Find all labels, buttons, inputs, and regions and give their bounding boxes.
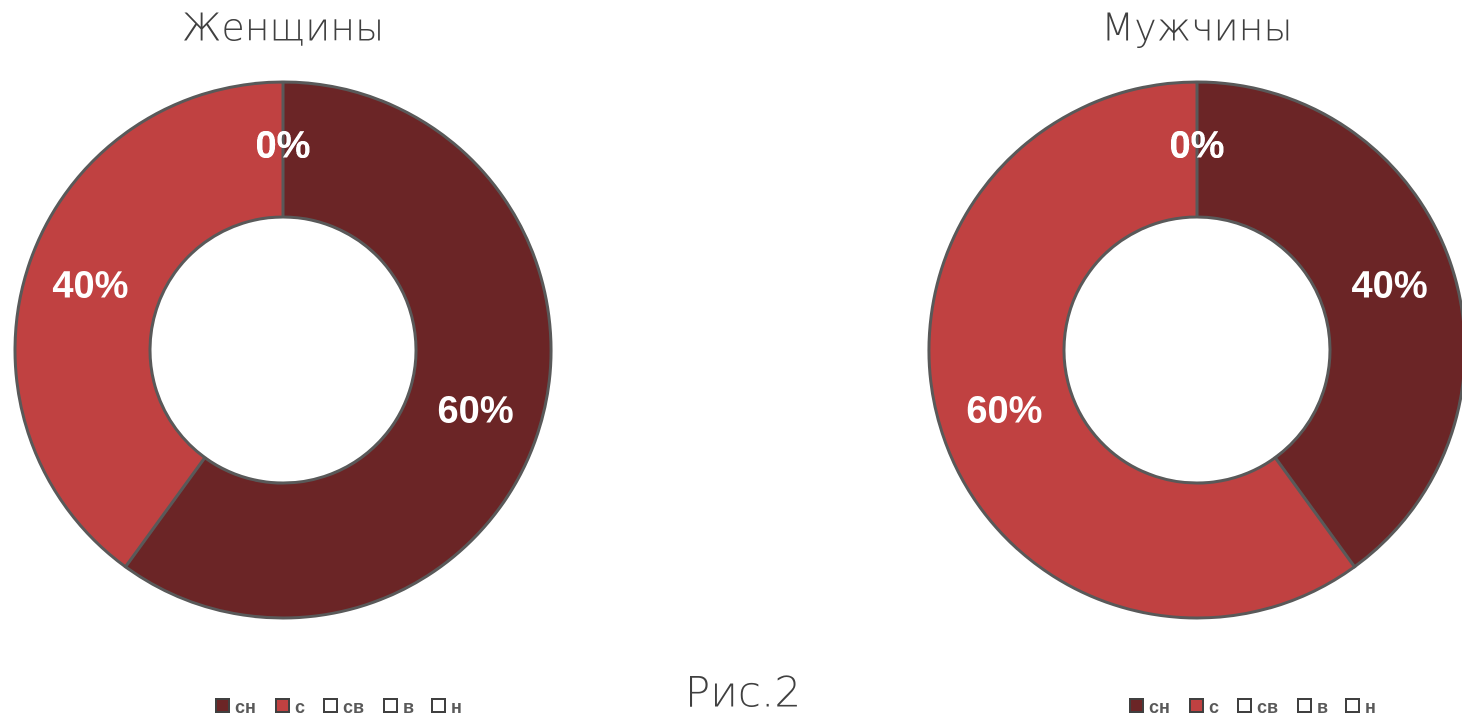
legend-label: в bbox=[403, 697, 414, 717]
legend-label: сн bbox=[235, 697, 256, 717]
value-label: 60% bbox=[966, 390, 1042, 432]
legend-label: св bbox=[343, 697, 364, 717]
legend-label: н bbox=[1365, 697, 1376, 717]
legend-swatch bbox=[431, 698, 446, 713]
value-label: 40% bbox=[1352, 264, 1428, 306]
value-label: 0% bbox=[256, 125, 311, 167]
value-label: 0% bbox=[1170, 125, 1225, 167]
legend-label: с bbox=[295, 697, 305, 717]
legend-label: с bbox=[1209, 697, 1219, 717]
donut-slice bbox=[1195, 80, 1462, 569]
donut-slice bbox=[13, 80, 285, 569]
value-label: 0% bbox=[256, 125, 311, 167]
legend-swatch bbox=[1345, 698, 1360, 713]
value-label: 0% bbox=[1170, 125, 1225, 167]
legend-swatch bbox=[1237, 698, 1252, 713]
legend-label: св bbox=[1257, 697, 1278, 717]
legend-swatch bbox=[215, 698, 230, 713]
legend-swatch bbox=[1297, 698, 1312, 713]
value-label: 60% bbox=[438, 390, 514, 432]
legend-swatch bbox=[275, 698, 290, 713]
legend-swatch bbox=[1189, 698, 1204, 713]
legend-label: н bbox=[451, 697, 462, 717]
legend-label: в bbox=[1317, 697, 1328, 717]
legend-swatch bbox=[323, 698, 338, 713]
value-label: 0% bbox=[256, 125, 311, 167]
value-label: 0% bbox=[1170, 125, 1225, 167]
legend-label: сн bbox=[1149, 697, 1170, 717]
legend-swatch bbox=[1129, 698, 1144, 713]
chart-title: Мужчины bbox=[1101, 6, 1292, 50]
donut-slice bbox=[927, 80, 1357, 620]
value-label: 40% bbox=[52, 264, 128, 306]
chart-title: Женщины bbox=[182, 6, 384, 50]
donut-slice bbox=[123, 80, 553, 620]
legend-swatch bbox=[383, 698, 398, 713]
caption: Рис.2 bbox=[685, 668, 801, 717]
